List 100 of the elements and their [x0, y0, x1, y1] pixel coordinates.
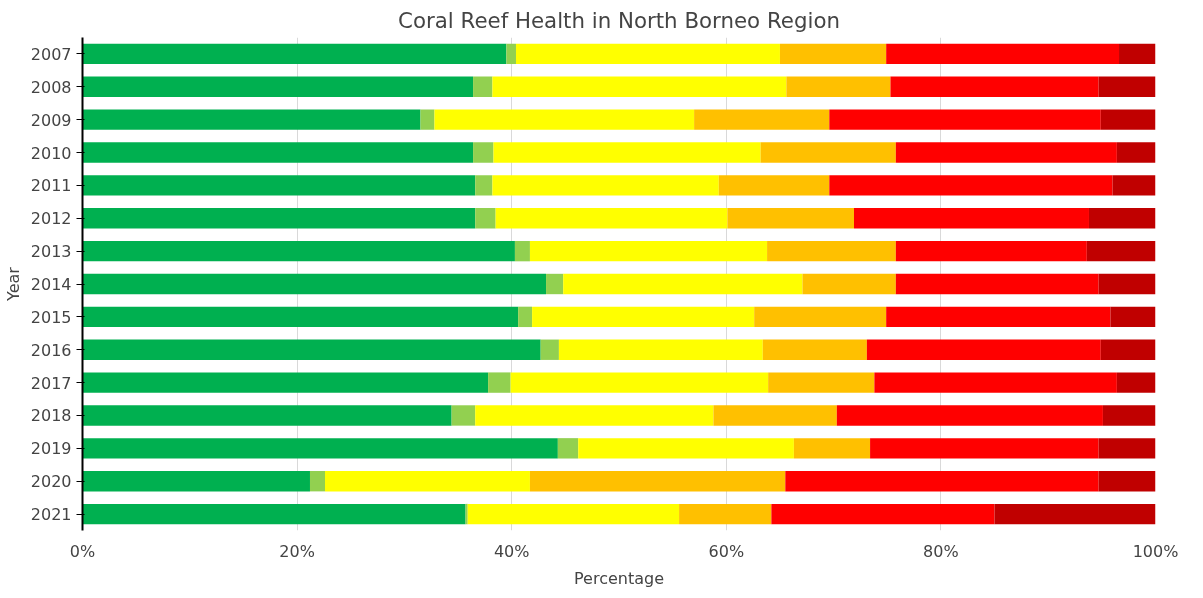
bar — [510, 372, 769, 393]
bar — [473, 142, 494, 163]
bar — [540, 339, 559, 360]
y-tick-label: 2019 — [30, 439, 72, 459]
bar — [866, 339, 1101, 360]
bar — [802, 273, 896, 295]
y-tick-label: 2008 — [30, 77, 72, 97]
bar — [557, 438, 579, 459]
bar — [870, 438, 1099, 459]
bar — [495, 208, 728, 229]
y-tick-label: 2013 — [30, 242, 72, 262]
y-tick-label: 2016 — [30, 340, 72, 360]
bar — [1098, 76, 1156, 97]
bar — [1119, 43, 1156, 65]
bar — [451, 405, 476, 426]
bar — [895, 240, 1087, 262]
bar — [467, 503, 680, 525]
bar — [475, 175, 493, 196]
bar — [694, 109, 830, 130]
bar — [895, 273, 1099, 295]
bar — [1086, 240, 1156, 262]
bar — [754, 306, 887, 328]
bar — [1110, 306, 1156, 328]
bar — [82, 273, 547, 295]
bar — [475, 405, 714, 426]
bar — [727, 208, 854, 229]
bar — [786, 76, 891, 97]
bar — [836, 405, 1103, 426]
bar — [82, 405, 452, 426]
bar — [1100, 339, 1156, 360]
y-tick-label: 2017 — [30, 373, 72, 393]
bar — [529, 471, 786, 492]
bar — [473, 76, 493, 97]
y-tick-label: 2007 — [30, 44, 72, 64]
x-tick-label: 80% — [923, 541, 959, 561]
bar — [82, 503, 466, 525]
bar — [82, 240, 515, 262]
bar — [890, 76, 1099, 97]
bar — [492, 175, 719, 196]
bar — [434, 109, 695, 130]
bar — [1116, 142, 1156, 163]
bar — [82, 372, 489, 393]
y-axis-title: Year — [3, 266, 23, 302]
bar — [886, 306, 1111, 328]
x-tick-label: 20% — [279, 541, 315, 561]
bar — [767, 240, 896, 262]
bar — [1116, 372, 1156, 393]
bar — [1112, 175, 1156, 196]
y-tick-label: 2020 — [30, 472, 72, 492]
x-tick-label: 60% — [708, 541, 745, 561]
bar — [563, 273, 803, 295]
bar — [518, 306, 533, 328]
bar — [785, 471, 1099, 492]
bar — [768, 372, 875, 393]
y-tick-label: 2018 — [30, 406, 72, 426]
bar — [82, 142, 474, 163]
bar — [829, 109, 1101, 130]
bar — [793, 438, 871, 459]
bar — [82, 76, 474, 97]
bar — [895, 142, 1117, 163]
bar — [82, 43, 507, 65]
bar — [506, 43, 516, 65]
bar — [1100, 109, 1156, 130]
bar — [309, 471, 325, 492]
bar — [558, 339, 763, 360]
bar — [771, 503, 995, 525]
bar — [465, 503, 468, 525]
bar — [82, 175, 476, 196]
bar — [578, 438, 794, 459]
y-tick-label: 2009 — [30, 110, 72, 130]
bar — [82, 306, 519, 328]
bar — [779, 43, 887, 65]
bar — [420, 109, 435, 130]
bar — [1098, 471, 1156, 492]
bar — [532, 306, 755, 328]
bar — [82, 109, 421, 130]
bar — [515, 43, 780, 65]
bar — [1098, 438, 1156, 459]
bar — [679, 503, 772, 525]
y-tick-label: 2012 — [30, 209, 72, 229]
y-tick-label: 2010 — [30, 143, 72, 163]
y-tick-label: 2011 — [30, 176, 72, 196]
bar — [886, 43, 1120, 65]
bar — [488, 372, 511, 393]
bar — [829, 175, 1113, 196]
bar — [1098, 273, 1156, 295]
bar — [994, 503, 1156, 525]
bar — [529, 240, 768, 262]
bar — [546, 273, 564, 295]
bar — [82, 339, 541, 360]
x-tick-label: 100% — [1132, 541, 1179, 561]
bar — [492, 76, 787, 97]
y-tick-label: 2021 — [30, 505, 72, 525]
y-tick-label: 2014 — [30, 275, 72, 294]
bar — [760, 142, 896, 163]
bar — [1102, 405, 1156, 426]
y-tick-label: 2015 — [30, 307, 72, 327]
bar — [762, 339, 867, 360]
bar — [82, 208, 476, 229]
x-tick-label: 0% — [69, 541, 96, 561]
